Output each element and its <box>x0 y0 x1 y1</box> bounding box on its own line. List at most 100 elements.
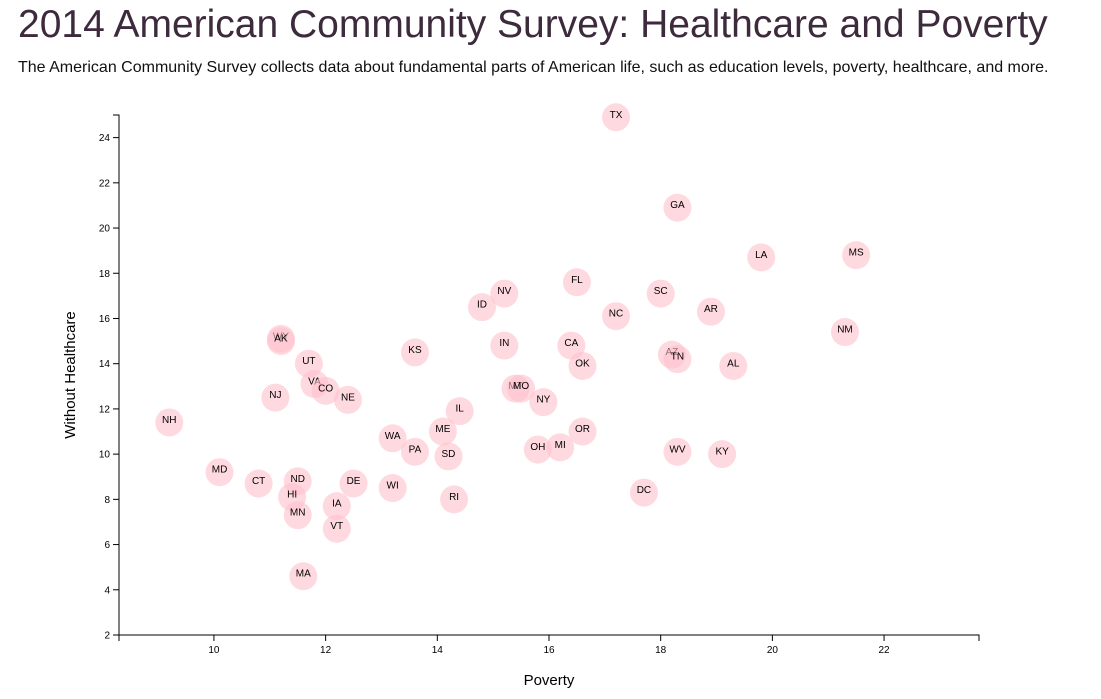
state-circle[interactable] <box>507 374 536 403</box>
state-point-ia[interactable]: IA <box>322 492 351 521</box>
state-circle[interactable] <box>663 437 692 466</box>
state-point-pa[interactable]: PA <box>400 437 429 466</box>
state-point-dc[interactable]: DC <box>629 478 658 507</box>
state-circle[interactable] <box>283 501 312 530</box>
state-circle[interactable] <box>400 338 429 367</box>
state-circle[interactable] <box>490 331 519 360</box>
state-label: RI <box>449 492 459 503</box>
state-point-ok[interactable]: OK <box>568 351 597 380</box>
state-circle[interactable] <box>747 243 776 272</box>
state-circle[interactable] <box>708 440 737 469</box>
x-tick-label: 16 <box>543 645 555 656</box>
state-point-vt[interactable]: VT <box>322 514 351 543</box>
state-circle[interactable] <box>529 388 558 417</box>
state-point-id[interactable]: ID <box>467 293 496 322</box>
state-label: KS <box>408 345 422 356</box>
state-point-nm[interactable]: NM <box>830 318 859 347</box>
state-point-ne[interactable]: NE <box>333 385 362 414</box>
state-label: LA <box>755 250 768 261</box>
state-point-nc[interactable]: NC <box>602 302 631 331</box>
state-circle[interactable] <box>378 474 407 503</box>
state-point-ak[interactable]: AK <box>266 327 295 356</box>
state-point-mo[interactable]: MO <box>507 374 536 403</box>
y-tick-label: 6 <box>104 540 110 551</box>
state-circle[interactable] <box>568 351 597 380</box>
state-point-de[interactable]: DE <box>339 469 368 498</box>
x-axis-title: Poverty <box>524 672 575 689</box>
data-points: TXGALAMSFLNVSCIDARNCNMWYAKINCAKSAZTNOKAL… <box>155 103 871 591</box>
state-circle[interactable] <box>830 318 859 347</box>
state-circle[interactable] <box>663 345 692 374</box>
state-circle[interactable] <box>842 241 871 270</box>
state-circle[interactable] <box>434 442 463 471</box>
state-point-ky[interactable]: KY <box>708 440 737 469</box>
state-circle[interactable] <box>261 383 290 412</box>
state-circle[interactable] <box>546 433 575 462</box>
state-point-ks[interactable]: KS <box>400 338 429 367</box>
state-circle[interactable] <box>333 385 362 414</box>
state-point-ar[interactable]: AR <box>696 297 725 326</box>
state-point-tx[interactable]: TX <box>602 103 631 132</box>
state-point-nv[interactable]: NV <box>490 279 519 308</box>
state-circle[interactable] <box>205 458 234 487</box>
state-point-md[interactable]: MD <box>205 458 234 487</box>
state-point-co[interactable]: CO <box>311 376 340 405</box>
x-tick-label: 10 <box>208 645 220 656</box>
state-circle[interactable] <box>244 469 273 498</box>
state-circle[interactable] <box>602 302 631 331</box>
state-label: PA <box>409 444 422 455</box>
state-point-wi[interactable]: WI <box>378 474 407 503</box>
state-point-mi[interactable]: MI <box>546 433 575 462</box>
state-circle[interactable] <box>339 469 368 498</box>
state-point-ms[interactable]: MS <box>842 241 871 270</box>
state-circle[interactable] <box>629 478 658 507</box>
state-point-tn[interactable]: TN <box>663 345 692 374</box>
state-circle[interactable] <box>523 435 552 464</box>
state-point-nj[interactable]: NJ <box>261 383 290 412</box>
state-circle[interactable] <box>378 424 407 453</box>
state-circle[interactable] <box>400 437 429 466</box>
state-circle[interactable] <box>322 514 351 543</box>
state-circle[interactable] <box>562 268 591 297</box>
state-point-ma[interactable]: MA <box>289 562 318 591</box>
state-circle[interactable] <box>602 103 631 132</box>
state-point-fl[interactable]: FL <box>562 268 591 297</box>
state-point-or[interactable]: OR <box>568 417 597 446</box>
state-point-wv[interactable]: WV <box>663 437 692 466</box>
state-point-oh[interactable]: OH <box>523 435 552 464</box>
state-circle[interactable] <box>445 397 474 426</box>
state-circle[interactable] <box>428 417 457 446</box>
state-label: TX <box>610 110 623 121</box>
state-point-me[interactable]: ME <box>428 417 457 446</box>
state-point-ga[interactable]: GA <box>663 193 692 222</box>
state-circle[interactable] <box>440 485 469 514</box>
state-point-wa[interactable]: WA <box>378 424 407 453</box>
state-label: FL <box>571 275 583 286</box>
state-point-ny[interactable]: NY <box>529 388 558 417</box>
state-circle[interactable] <box>289 562 318 591</box>
state-point-al[interactable]: AL <box>719 351 748 380</box>
state-circle[interactable] <box>322 492 351 521</box>
state-circle[interactable] <box>490 279 519 308</box>
state-circle[interactable] <box>311 376 340 405</box>
state-circle[interactable] <box>663 193 692 222</box>
state-point-ri[interactable]: RI <box>440 485 469 514</box>
state-point-sc[interactable]: SC <box>646 279 675 308</box>
state-point-sd[interactable]: SD <box>434 442 463 471</box>
state-circle[interactable] <box>568 417 597 446</box>
state-point-nh[interactable]: NH <box>155 408 184 437</box>
state-point-il[interactable]: IL <box>445 397 474 426</box>
state-point-in[interactable]: IN <box>490 331 519 360</box>
state-label: NY <box>536 395 550 406</box>
state-label: MI <box>555 440 566 451</box>
state-circle[interactable] <box>467 293 496 322</box>
state-circle[interactable] <box>646 279 675 308</box>
state-circle[interactable] <box>696 297 725 326</box>
state-point-ct[interactable]: CT <box>244 469 273 498</box>
state-point-la[interactable]: LA <box>747 243 776 272</box>
state-circle[interactable] <box>155 408 184 437</box>
state-circle[interactable] <box>719 351 748 380</box>
state-circle[interactable] <box>266 327 295 356</box>
state-point-mn[interactable]: MN <box>283 501 312 530</box>
